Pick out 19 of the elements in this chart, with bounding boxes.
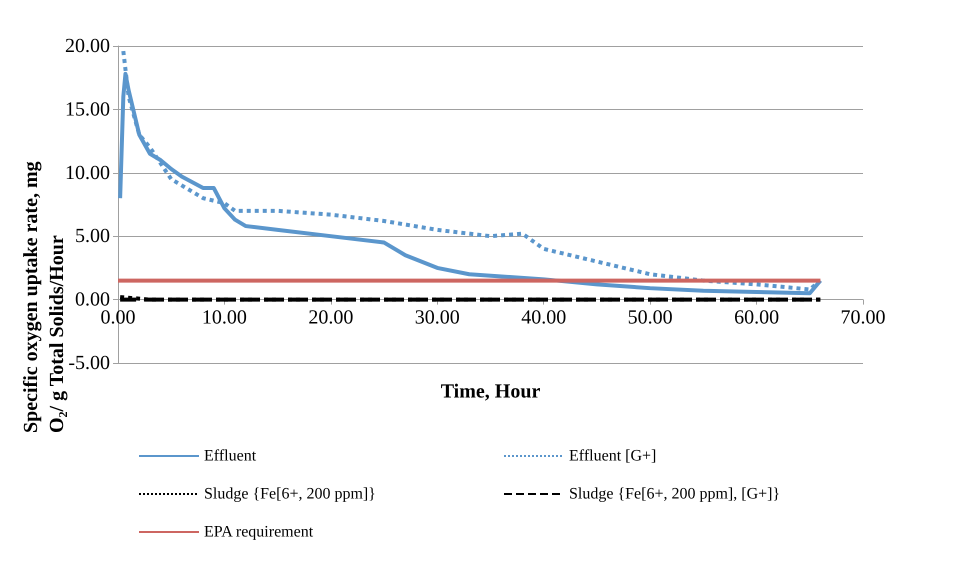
- x-tick-label: 30.00: [414, 306, 460, 329]
- x-tick-label: 60.00: [734, 306, 780, 329]
- x-axis-title: Time, Hour: [440, 380, 540, 403]
- y-tick-label: 15.00: [65, 98, 110, 120]
- y-tick-label: 5.00: [75, 225, 110, 248]
- x-tick-label: 70.00: [840, 306, 886, 329]
- y-tick-label: -5.00: [68, 352, 110, 374]
- x-tick-label: 50.00: [628, 306, 673, 329]
- x-tick-label: 40.00: [521, 306, 566, 329]
- y-axis-title: Specific oxygen uptake rate, mg O₂/ g Total Solids/Hour: [20, 156, 68, 433]
- legend-label: Effluent: [204, 448, 257, 464]
- legend-label: Sludge {Fe[6+, 200 ppm], [G+]}: [569, 486, 780, 502]
- y-tick-label: 10.00: [65, 162, 110, 184]
- x-tick-label: 20.00: [308, 306, 354, 329]
- x-tick-label: 10.00: [202, 306, 247, 329]
- legend-label: EPA requirement: [204, 524, 314, 540]
- legend-label: Sludge {Fe[6+, 200 ppm]}: [204, 486, 376, 502]
- legend-label: Effluent [G+]: [569, 448, 656, 464]
- y-tick-label: 20.00: [65, 35, 110, 57]
